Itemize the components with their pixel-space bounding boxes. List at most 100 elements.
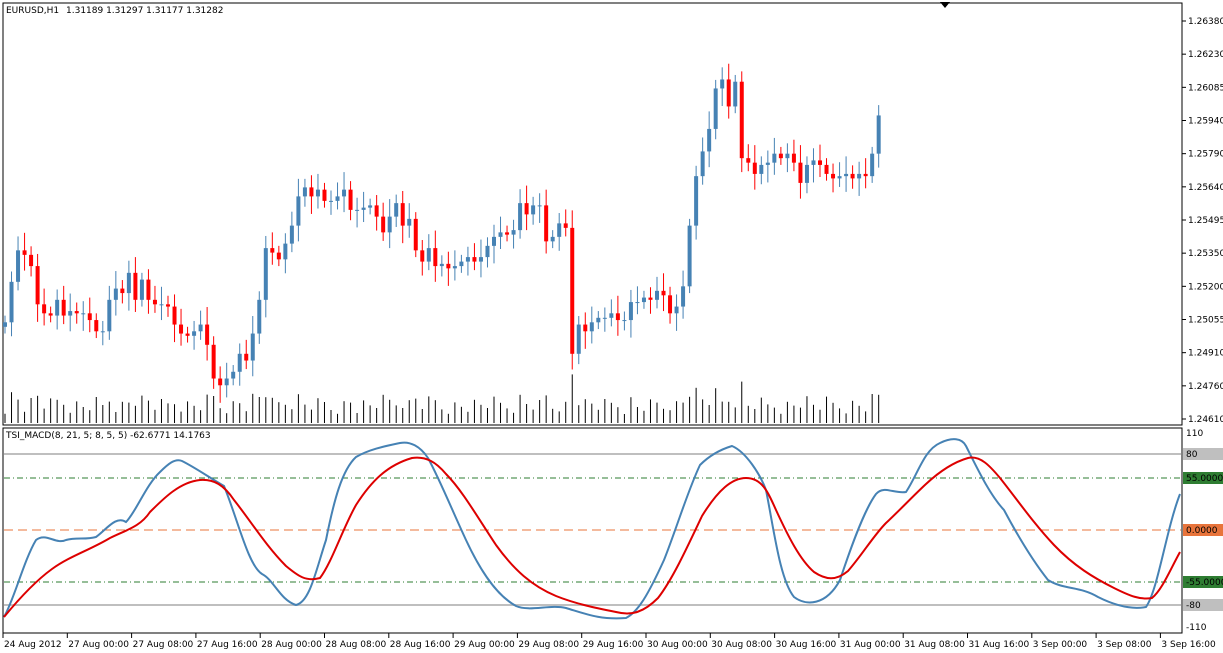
candle-body[interactable] — [694, 176, 699, 226]
candle-body[interactable] — [824, 164, 829, 174]
candle-body[interactable] — [707, 128, 712, 152]
candle-body[interactable] — [139, 279, 144, 300]
candle-body[interactable] — [270, 248, 275, 253]
main-chart-frame[interactable] — [2, 2, 1183, 426]
candle-body[interactable] — [179, 324, 184, 334]
candle-body[interactable] — [726, 79, 731, 107]
candle-body[interactable] — [668, 295, 673, 314]
candle-body[interactable] — [400, 203, 405, 226]
candle-body[interactable] — [276, 252, 281, 260]
candle-body[interactable] — [746, 158, 751, 163]
candle-body[interactable] — [720, 79, 725, 89]
candle-body[interactable] — [850, 173, 855, 179]
candle-body[interactable] — [159, 304, 164, 306]
candle-body[interactable] — [713, 88, 718, 129]
candle-body[interactable] — [309, 187, 314, 197]
candle-body[interactable] — [661, 290, 666, 296]
candle-body[interactable] — [126, 272, 131, 294]
candle-body[interactable] — [485, 245, 490, 258]
candle-body[interactable] — [185, 333, 190, 336]
candle-body[interactable] — [342, 189, 347, 197]
candle-body[interactable] — [35, 266, 40, 305]
candle-body[interactable] — [81, 313, 86, 315]
candle-body[interactable] — [74, 311, 79, 314]
candle-body[interactable] — [231, 371, 236, 379]
chart-shift-handle[interactable] — [940, 2, 950, 8]
candle-body[interactable] — [322, 189, 327, 201]
candle-body[interactable] — [100, 331, 105, 333]
candle-body[interactable] — [335, 196, 340, 201]
candle-body[interactable] — [244, 353, 249, 361]
candle-body[interactable] — [641, 297, 646, 303]
candle-body[interactable] — [120, 288, 125, 294]
candle-body[interactable] — [16, 250, 21, 282]
candle-body[interactable] — [596, 317, 601, 323]
candle-body[interactable] — [68, 311, 73, 316]
candle-body[interactable] — [48, 313, 53, 316]
candle-body[interactable] — [524, 203, 529, 215]
candle-body[interactable] — [837, 176, 842, 179]
candle-body[interactable] — [465, 257, 470, 262]
candle-body[interactable] — [576, 324, 581, 354]
candle-body[interactable] — [863, 173, 868, 177]
candle-body[interactable] — [29, 254, 34, 267]
candle-body[interactable] — [152, 299, 157, 305]
candle-body[interactable] — [94, 320, 99, 332]
candle-body[interactable] — [622, 320, 627, 322]
candle-body[interactable] — [133, 272, 138, 300]
candle-body[interactable] — [22, 250, 27, 255]
candle-body[interactable] — [818, 160, 822, 165]
candle-body[interactable] — [348, 189, 353, 210]
candle-body[interactable] — [765, 162, 770, 165]
candle-body[interactable] — [387, 216, 392, 233]
candles[interactable] — [3, 63, 881, 403]
candle-body[interactable] — [550, 236, 555, 242]
candle-body[interactable] — [648, 297, 653, 300]
candle-body[interactable] — [263, 248, 268, 300]
candle-body[interactable] — [811, 160, 816, 165]
candle-body[interactable] — [433, 248, 438, 267]
candle-body[interactable] — [583, 324, 588, 332]
candle-body[interactable] — [289, 225, 294, 244]
candle-body[interactable] — [413, 218, 418, 251]
candle-body[interactable] — [55, 299, 60, 316]
candle-body[interactable] — [492, 236, 496, 246]
candle-body[interactable] — [544, 205, 549, 242]
candle-body[interactable] — [472, 257, 477, 262]
candle-body[interactable] — [628, 302, 633, 321]
candle-body[interactable] — [218, 378, 223, 386]
candle-body[interactable] — [9, 281, 14, 323]
candle-body[interactable] — [224, 378, 229, 386]
candle-body[interactable] — [739, 81, 744, 159]
candle-body[interactable] — [166, 304, 170, 307]
candle-body[interactable] — [615, 313, 620, 321]
candle-body[interactable] — [426, 248, 431, 262]
candle-body[interactable] — [505, 232, 510, 235]
candle-body[interactable] — [791, 153, 796, 163]
candle-body[interactable] — [394, 203, 399, 217]
candle-body[interactable] — [511, 230, 516, 235]
candle-body[interactable] — [302, 187, 307, 197]
candle-body[interactable] — [192, 331, 197, 336]
candle-body[interactable] — [420, 250, 425, 262]
candle-body[interactable] — [172, 306, 177, 325]
candle-body[interactable] — [107, 299, 112, 332]
candle-body[interactable] — [687, 225, 692, 287]
candle-body[interactable] — [778, 153, 783, 159]
candle-body[interactable] — [257, 299, 262, 334]
candle-body[interactable] — [250, 333, 255, 361]
candle-body[interactable] — [361, 207, 366, 210]
candle-body[interactable] — [857, 173, 862, 179]
candle-body[interactable] — [283, 243, 288, 260]
candle-body[interactable] — [452, 266, 457, 269]
candle-body[interactable] — [798, 162, 803, 183]
candle-body[interactable] — [355, 209, 360, 211]
candle-body[interactable] — [759, 164, 764, 174]
candle-body[interactable] — [237, 353, 242, 372]
candle-body[interactable] — [772, 153, 777, 163]
candle-body[interactable] — [368, 205, 373, 208]
candle-body[interactable] — [211, 344, 216, 379]
candle-body[interactable] — [876, 115, 881, 154]
candle-body[interactable] — [146, 279, 151, 300]
